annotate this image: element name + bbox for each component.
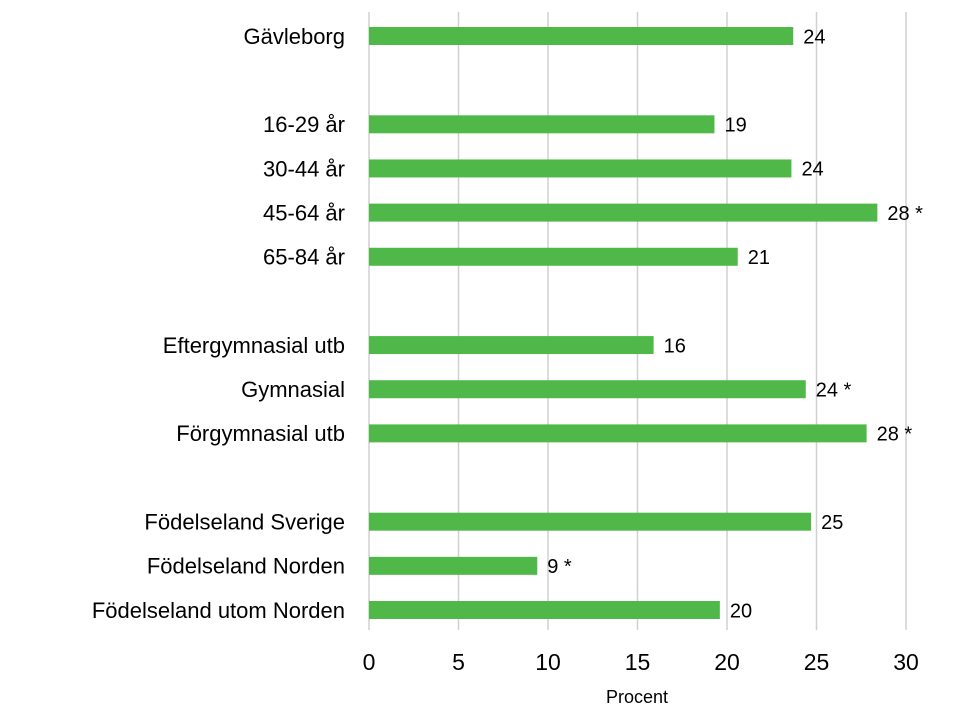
value-label: 20 (730, 600, 752, 622)
category-label: Födelseland utom Norden (92, 598, 345, 623)
x-axis-label: Procent (606, 687, 668, 707)
value-label: 24 (803, 26, 825, 48)
bar (369, 512, 812, 531)
x-tick-label: 25 (804, 649, 830, 675)
bar (369, 424, 867, 443)
x-tick-label: 10 (535, 649, 561, 675)
value-label: 24 * (816, 380, 852, 402)
value-label: 21 (748, 247, 770, 269)
bar (369, 601, 720, 619)
bar (369, 336, 654, 355)
bar (369, 27, 794, 45)
x-tick-label: 15 (625, 649, 651, 675)
category-label: 45-64 år (263, 200, 345, 225)
bar (369, 380, 806, 399)
category-label: 65-84 år (263, 245, 345, 270)
category-label: Eftergymnasial utb (163, 333, 345, 358)
value-label: 9 * (547, 556, 572, 578)
category-label: Gävleborg (243, 24, 345, 49)
x-tick-label: 20 (714, 649, 740, 675)
value-label: 28 * (877, 424, 913, 446)
value-label: 24 (801, 159, 823, 181)
value-label: 16 (664, 335, 686, 357)
category-label: Födelseland Sverige (144, 510, 345, 535)
value-label: 28 * (887, 203, 923, 225)
category-label: 16-29 år (263, 112, 345, 137)
bar (369, 159, 792, 178)
bar (369, 247, 738, 266)
bar (369, 203, 878, 222)
category-label: Förgymnasial utb (176, 421, 345, 446)
category-label: Gymnasial (241, 377, 345, 402)
category-label: 30-44 år (263, 156, 345, 181)
x-tick-label: 5 (452, 649, 465, 675)
value-label: 25 (821, 512, 843, 534)
value-label: 19 (724, 115, 746, 137)
x-tick-label: 30 (893, 649, 919, 675)
bar (369, 556, 538, 575)
bar (369, 115, 715, 134)
category-label: Födelseland Norden (147, 554, 345, 579)
x-tick-label: 0 (363, 649, 376, 675)
